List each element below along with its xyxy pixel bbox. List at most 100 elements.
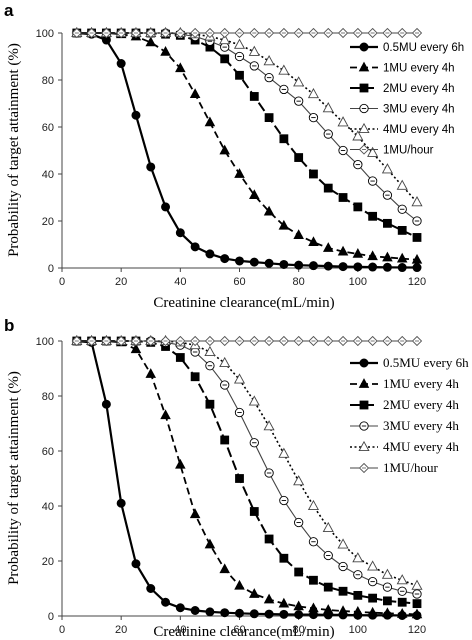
- data-point: [71, 335, 82, 347]
- data-point: [412, 216, 422, 226]
- data-point: [175, 353, 185, 362]
- data-point: [352, 606, 364, 616]
- data-point: [175, 335, 186, 347]
- data-point: [397, 586, 407, 596]
- series-1mu-every-4h: [71, 335, 423, 619]
- data-point: [367, 576, 378, 587]
- data-point: [263, 335, 275, 347]
- x-axis-title: Creatinine clearance(mL/min): [153, 624, 334, 640]
- legend-marker: [358, 122, 370, 134]
- data-point: [412, 599, 422, 609]
- x-tick-label: 80: [293, 624, 305, 636]
- data-point: [308, 112, 319, 123]
- data-point: [279, 609, 289, 619]
- legend-entry: 1MU/hour: [350, 460, 439, 475]
- panel-b: b Probability of target attainment (%) C…: [4, 316, 469, 640]
- data-point: [175, 603, 185, 613]
- legend-marker: [358, 61, 370, 72]
- data-point: [101, 399, 111, 409]
- x-tick-label: 40: [174, 276, 186, 288]
- y-axis-title: Probability of target attainment (%): [6, 43, 22, 257]
- data-point: [337, 335, 349, 347]
- data-point: [352, 130, 364, 141]
- data-point: [278, 335, 290, 347]
- data-point: [309, 575, 318, 585]
- series-1mu-hour: [71, 335, 423, 347]
- data-point: [337, 538, 349, 549]
- data-point: [249, 61, 259, 71]
- x-tick-label: 20: [115, 276, 127, 288]
- data-point: [293, 229, 304, 240]
- data-point: [205, 399, 215, 409]
- series-2mu-every-4h: [72, 336, 422, 609]
- data-point: [131, 559, 141, 569]
- data-point: [412, 263, 422, 273]
- data-point: [160, 409, 171, 420]
- data-point: [175, 458, 186, 469]
- legend-label: 1MU every 4h: [383, 63, 455, 75]
- data-point: [234, 51, 245, 62]
- data-point: [308, 261, 318, 271]
- data-point: [146, 162, 156, 172]
- data-point: [234, 168, 245, 178]
- x-tick-label: 100: [349, 624, 367, 636]
- data-point: [411, 196, 423, 207]
- data-point: [367, 250, 378, 261]
- data-point: [338, 193, 348, 202]
- y-tick-label: 80: [42, 75, 54, 87]
- data-point: [337, 605, 349, 615]
- data-point: [352, 248, 364, 258]
- data-point: [293, 335, 304, 347]
- data-point: [249, 507, 259, 516]
- data-point: [263, 593, 275, 604]
- legend-label: 0.5MU every 6h: [383, 42, 464, 54]
- data-point: [130, 27, 142, 39]
- legend-label: 3MU every 4h: [383, 104, 455, 116]
- data-point: [294, 260, 304, 270]
- data-point: [279, 84, 289, 95]
- data-point: [175, 27, 186, 39]
- data-point: [382, 335, 393, 347]
- data-point: [145, 36, 157, 47]
- data-point: [160, 335, 171, 347]
- data-point: [338, 561, 348, 572]
- data-point: [382, 582, 393, 592]
- data-point: [322, 242, 334, 252]
- data-point: [204, 335, 216, 347]
- x-tick-label: 100: [349, 276, 367, 288]
- data-point: [381, 568, 393, 579]
- data-point: [249, 335, 260, 347]
- data-point: [307, 499, 320, 511]
- y-axis-title: Probability of target attainment (%): [6, 371, 22, 585]
- data-point: [322, 521, 334, 533]
- data-point: [397, 225, 407, 235]
- data-point: [189, 88, 201, 98]
- data-point: [353, 590, 363, 600]
- data-point: [293, 475, 305, 486]
- legend-label: 1MU/hour: [383, 460, 439, 475]
- legend-marker: [358, 462, 370, 474]
- legend-entry: 0.5MU every 6h: [350, 42, 464, 54]
- data-point: [189, 508, 201, 519]
- data-point: [323, 261, 333, 271]
- data-point: [146, 584, 156, 593]
- legend-label: 4MU every 4h: [383, 439, 459, 454]
- data-point: [235, 608, 244, 618]
- x-tick-label: 20: [115, 624, 127, 636]
- data-point: [220, 608, 230, 618]
- data-point: [219, 144, 230, 155]
- data-point: [279, 134, 289, 144]
- series-4mu-every-4h: [71, 334, 423, 590]
- series-line: [76, 32, 418, 203]
- data-point: [278, 447, 290, 458]
- data-point: [294, 96, 304, 106]
- data-point: [175, 228, 185, 238]
- series-line: [76, 32, 418, 239]
- data-point: [368, 262, 378, 272]
- data-point: [338, 262, 348, 272]
- data-point: [205, 361, 215, 371]
- data-point: [220, 380, 230, 390]
- data-point: [101, 27, 112, 39]
- data-point: [204, 27, 216, 39]
- data-point: [145, 27, 156, 39]
